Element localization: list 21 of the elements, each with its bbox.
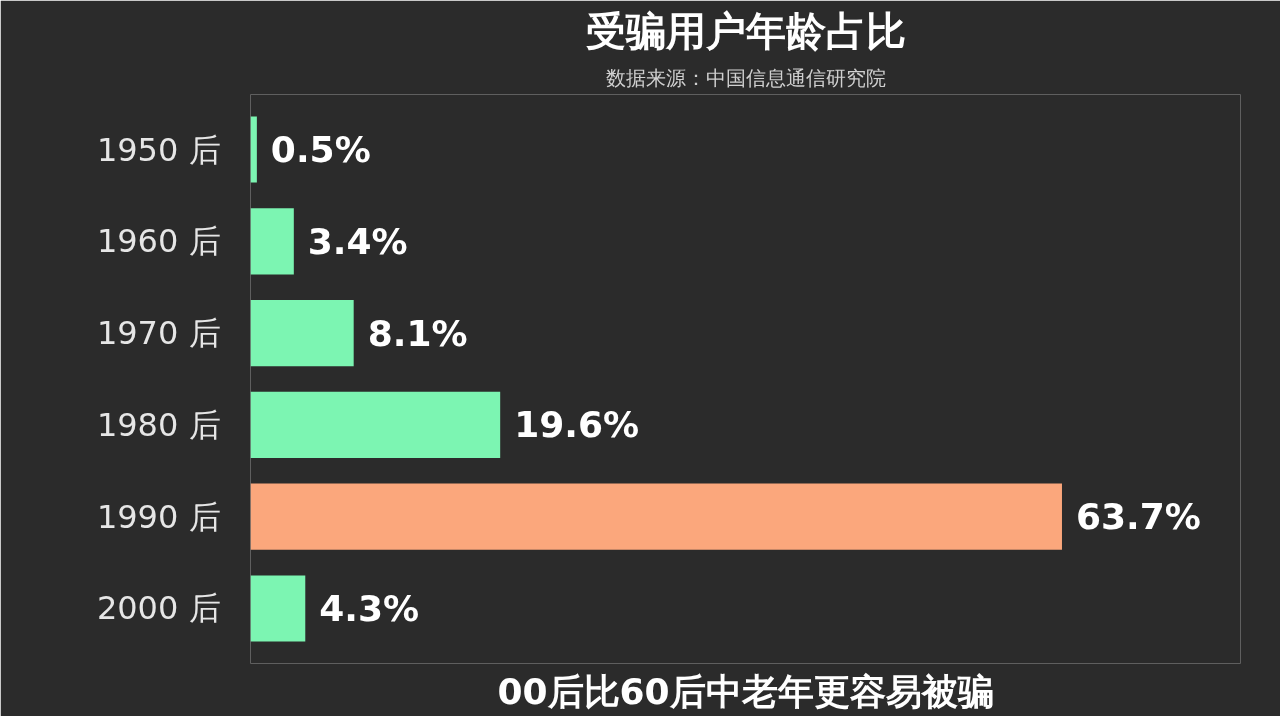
y-tick-label: 1980 后 — [96, 405, 221, 444]
y-tick-label: 1950 后 — [96, 130, 221, 169]
y-tick-label: 1960 后 — [96, 222, 221, 261]
data-label: 4.3% — [319, 587, 420, 629]
bar — [250, 575, 306, 642]
bar — [250, 116, 257, 183]
bar — [250, 391, 501, 458]
y-tick-label: 2000 后 — [96, 589, 221, 628]
data-label: 3.4% — [307, 220, 408, 262]
chart-title: 受骗用户年龄占比 — [585, 7, 906, 54]
data-label: 0.5% — [270, 129, 371, 171]
data-label: 63.7% — [1075, 496, 1201, 538]
y-tick-label: 1990 后 — [96, 497, 221, 536]
bar — [250, 483, 1062, 550]
bar — [250, 300, 354, 367]
text: 00后比60后中老年更容易被骗 — [497, 670, 994, 712]
chart-subtitle: 数据来源：中国信息通信研究院 — [605, 65, 886, 90]
bar — [250, 208, 294, 275]
y-tick-label: 1970 后 — [96, 314, 221, 353]
data-label: 8.1% — [367, 312, 468, 354]
data-label: 19.6% — [514, 404, 640, 446]
